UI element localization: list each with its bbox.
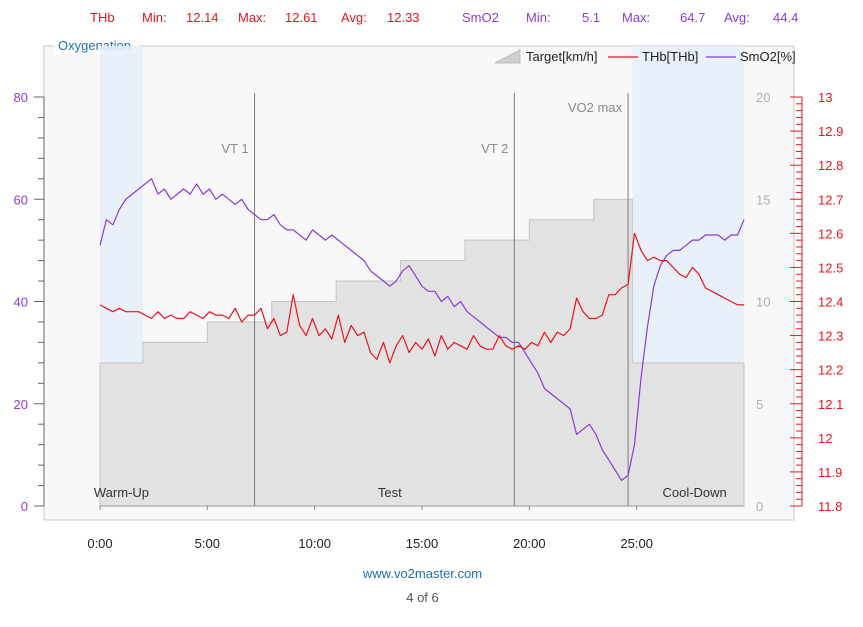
- smo2-max-label: Max:: [622, 10, 651, 25]
- target-tick-label: 10: [756, 295, 770, 310]
- x-tick-label: 0:00: [87, 536, 112, 551]
- thb-min-value: 12.14: [186, 10, 219, 25]
- x-tick-label: 25:00: [620, 536, 653, 551]
- target-tick-label: 15: [756, 192, 770, 207]
- left-tick-label: 60: [14, 192, 28, 207]
- x-tick-label: 10:00: [298, 536, 331, 551]
- threshold-markers: VT 1 VT 2 VO2 max: [221, 93, 629, 506]
- right-tick-label: 12.8: [818, 158, 843, 173]
- left-tick-label: 0: [21, 499, 28, 514]
- thb-max-value: 12.61: [285, 10, 318, 25]
- right-tick-label: 11.8: [818, 499, 842, 514]
- marker-label: VT 1: [221, 141, 248, 156]
- smo2-avg-label: Avg:: [724, 10, 750, 25]
- target-tick-label: 5: [756, 397, 763, 412]
- phase-label: Test: [378, 485, 402, 500]
- right-tick-label: 12.1: [818, 397, 843, 412]
- axes: 0 20 40 60 80 0 5 10 15 20 11.8 11.9 12 12.1 12.2 12.3 1…: [14, 90, 844, 551]
- legend-target-swatch: [494, 49, 521, 64]
- target-tick-label: 20: [756, 90, 770, 105]
- legend-target-label: Target[km/h]: [526, 49, 598, 64]
- right-tick-label: 12: [818, 431, 832, 446]
- right-tick-label: 12.5: [818, 260, 843, 275]
- right-tick-label: 12.4: [818, 295, 843, 310]
- page-indicator: 4 of 6: [406, 590, 439, 605]
- right-tick-label: 12.6: [818, 226, 843, 241]
- x-tick-label: 20:00: [513, 536, 546, 551]
- smo2-line: [99, 178, 745, 481]
- left-tick-label: 80: [14, 90, 28, 105]
- thb-min-label: Min:: [142, 10, 167, 25]
- marker-label: VO2 max: [568, 100, 623, 115]
- target-tick-label: 0: [756, 499, 763, 514]
- thb-line: [99, 232, 744, 364]
- x-tick-label: 5:00: [195, 536, 220, 551]
- thb-label: THb: [90, 10, 115, 25]
- phase-label: Cool-Down: [662, 485, 726, 500]
- x-tick-label: 15:00: [406, 536, 439, 551]
- smo2-min-value: 5.1: [582, 10, 601, 25]
- left-tick-label: 40: [14, 295, 28, 310]
- right-tick-label: 12.3: [818, 329, 843, 344]
- marker-label: VT 2: [481, 141, 508, 156]
- thb-avg-value: 12.33: [387, 10, 420, 25]
- legend: Target[km/h] THb[THb] SmO2[%]: [494, 49, 796, 64]
- legend-smo2-label: SmO2[%]: [740, 49, 796, 64]
- thb-max-label: Max:: [238, 10, 267, 25]
- right-tick-label: 13: [818, 90, 832, 105]
- smo2-label: SmO2: [462, 10, 499, 25]
- website-link[interactable]: www.vo2master.com: [362, 566, 483, 581]
- right-tick-label: 12.2: [818, 363, 843, 378]
- phase-label: Warm-Up: [94, 485, 149, 500]
- data-series: [99, 178, 745, 481]
- smo2-avg-value: 44.4: [773, 10, 799, 25]
- left-tick-label: 20: [14, 397, 28, 412]
- smo2-max-value: 64.7: [680, 10, 706, 25]
- legend-thb-label: THb[THb]: [642, 49, 698, 64]
- right-tick-label: 12.9: [818, 124, 843, 139]
- right-tick-label: 12.7: [818, 192, 843, 207]
- smo2-min-label: Min:: [526, 10, 551, 25]
- right-tick-label: 11.9: [818, 465, 842, 480]
- oxygenation-chart: Oxygenation Warm-Up Test Cool-Down VT 1 VT …: [14, 38, 844, 551]
- thb-avg-label: Avg:: [341, 10, 367, 25]
